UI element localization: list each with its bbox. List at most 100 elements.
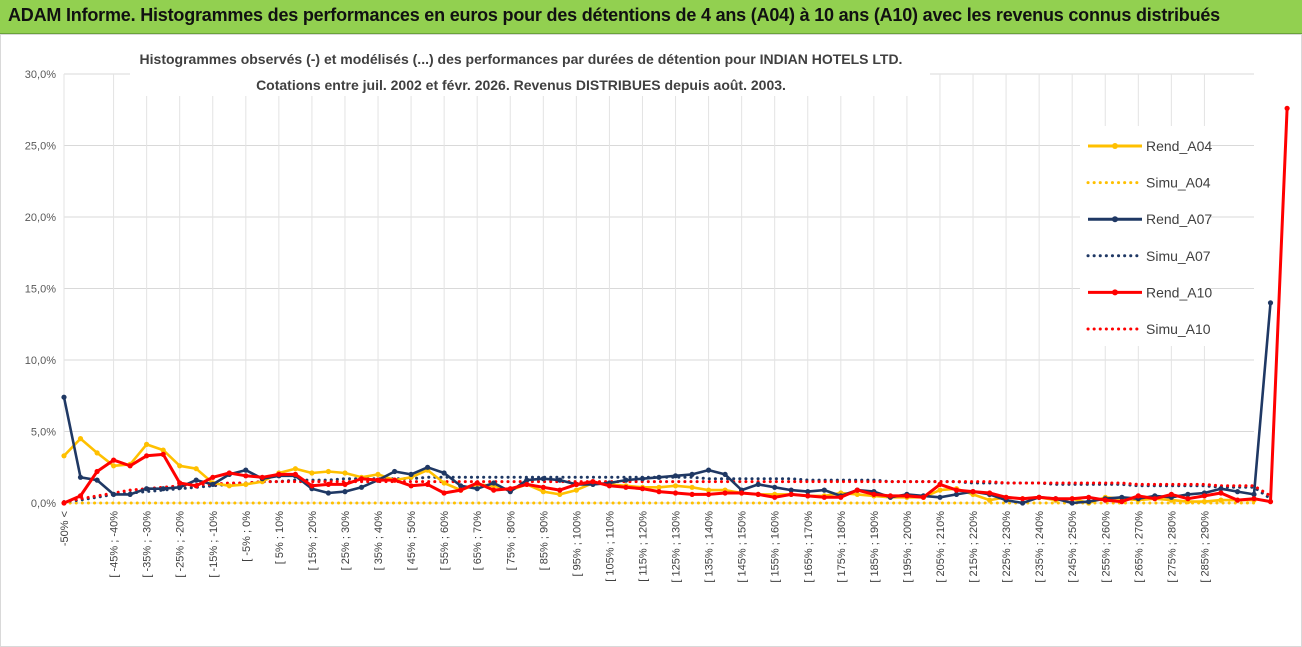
series-point-rend_a10 [573,481,580,487]
series-point-rend_a07 [524,477,530,483]
series-point-rend_a07 [127,491,133,497]
series-point-rend_a04 [672,483,679,489]
series-point-rend_a07 [1185,491,1191,497]
series-point-rend_a10 [94,468,100,475]
series-point-rend_a10 [358,476,365,482]
series-point-rend_a10 [739,490,745,496]
legend-background [1080,126,1210,346]
series-point-rend_a10 [788,491,794,497]
series-point-rend_a10 [953,487,960,493]
x-tick-label: [ 195% ; 200% [902,511,914,583]
x-tick-label: [ 205% ; 210% [935,511,947,583]
x-tick-label: [ 165% ; 170% [803,511,815,583]
series-point-rend_a10 [639,486,646,492]
series-point-rend_a07 [788,487,794,493]
series-point-rend_a10 [177,480,183,486]
legend-label-rend_a07: Rend_A07 [1146,211,1212,227]
series-point-rend_a10 [375,477,381,483]
series-point-rend_a10 [276,471,282,477]
series-point-rend_a07 [1069,500,1075,506]
series-point-rend_a07 [1218,486,1224,492]
series-point-rend_a07 [639,476,646,482]
series-point-rend_a04 [1218,497,1224,503]
series-point-rend_a07 [392,468,398,475]
x-tick-label: [ 285% ; 290% [1199,511,1211,583]
x-tick-label: [ 65% ; 70% [472,511,484,571]
series-point-rend_a10 [507,486,513,492]
x-tick-label: [ -35% ; -30% [142,511,154,578]
series-point-rend_a10 [144,453,150,459]
y-tick-label: 30,0% [25,69,56,81]
legend-label-simu_a04: Simu_A04 [1146,175,1211,191]
x-tick-label: -50% < [59,511,71,546]
series-point-rend_a04 [177,463,183,469]
x-tick-label: [ 245% ; 250% [1067,511,1079,583]
legend: Rend_A04 Simu_A04 Rend_A07 Simu_A07 Rend_A10… [1080,126,1212,346]
series-point-rend_a10 [871,491,877,497]
series-point-rend_a04 [243,481,249,487]
x-tick-label: [ 135% ; 140% [704,511,716,583]
series-point-rend_a10 [458,487,464,493]
series-point-rend_a07 [94,477,100,483]
series-point-rend_a07 [61,394,67,400]
x-tick-label: [ 25% ; 30% [340,511,352,571]
series-point-rend_a10 [1119,499,1125,505]
header-banner: ADAM Informe. Histogrammes des performan… [0,0,1302,34]
y-tick-label: 15,0% [25,284,56,296]
series-point-rend_a04 [193,466,199,472]
series-point-rend_a07 [689,471,695,477]
series-point-rend_a10 [805,493,811,499]
series-point-rend_a10 [292,471,298,477]
series-point-rend_a10 [1102,497,1108,503]
series-point-rend_a07 [1119,494,1125,500]
series-point-rend_a10 [408,483,414,489]
series-point-rend_a10 [1267,499,1274,505]
series-point-rend_a04 [342,470,348,476]
series-point-rend_a07 [540,476,546,482]
series-point-rend_a07 [1267,300,1274,306]
series-point-rend_a07 [193,477,199,483]
series-point-rend_a07 [474,486,480,492]
series-point-rend_a04 [226,483,232,489]
x-tick-label: [ 175% ; 180% [836,511,848,583]
x-tick-label: [ 45% ; 50% [406,511,418,571]
series-point-rend_a10 [160,451,166,457]
series-point-rend_a07 [1020,500,1026,506]
x-tick-label: [ 275% ; 280% [1166,511,1178,583]
series-point-rend_a10 [1003,494,1009,500]
series-point-rend_a07 [491,480,497,486]
x-tick-label: [ -25% ; -20% [175,511,187,578]
series-point-rend_a10 [854,487,860,493]
x-tick-label: [ 95% ; 100% [571,511,583,577]
banner-title: ADAM Informe. Histogrammes des performan… [8,5,1220,25]
series-point-rend_a10 [772,494,778,500]
series-point-rend_a04 [160,447,166,453]
series-point-rend_a10 [937,481,943,487]
series-point-rend_a10 [1201,493,1207,499]
series-point-rend_a04 [854,491,860,497]
series-point-rend_a10 [309,483,315,489]
series-point-rend_a07 [557,477,563,483]
legend-label-simu_a07: Simu_A07 [1146,248,1211,264]
series-point-rend_a10 [392,477,398,483]
series-point-rend_a10 [226,470,232,476]
x-tick-label: [ 55% ; 60% [439,511,451,571]
series-point-rend_a07 [772,484,778,490]
x-tick-label: [ 215% ; 220% [968,511,980,583]
series-point-rend_a10 [441,490,447,496]
series-point-rend_a04 [144,441,150,447]
series-point-rend_a10 [887,493,894,499]
series-point-rend_a04 [375,471,381,477]
series-point-rend_a10 [838,494,844,500]
series-point-rend_a04 [309,470,315,476]
series-point-rend_a10 [590,479,596,485]
series-point-rend_a10 [706,491,712,497]
series-point-rend_a07 [358,484,365,490]
series-point-rend_a04 [573,487,580,493]
series-point-rend_a10 [127,463,133,469]
series-point-rend_a04 [557,491,563,497]
line-chart: 0,0% 5,0% 10,0% 15,0% 20,0% 25,0% 30,0% -50% <… [0,34,1302,647]
legend-label-rend_a10: Rend_A10 [1146,284,1212,300]
x-tick-label: [ 125% ; 130% [671,511,683,583]
series-point-rend_a07 [441,470,447,476]
